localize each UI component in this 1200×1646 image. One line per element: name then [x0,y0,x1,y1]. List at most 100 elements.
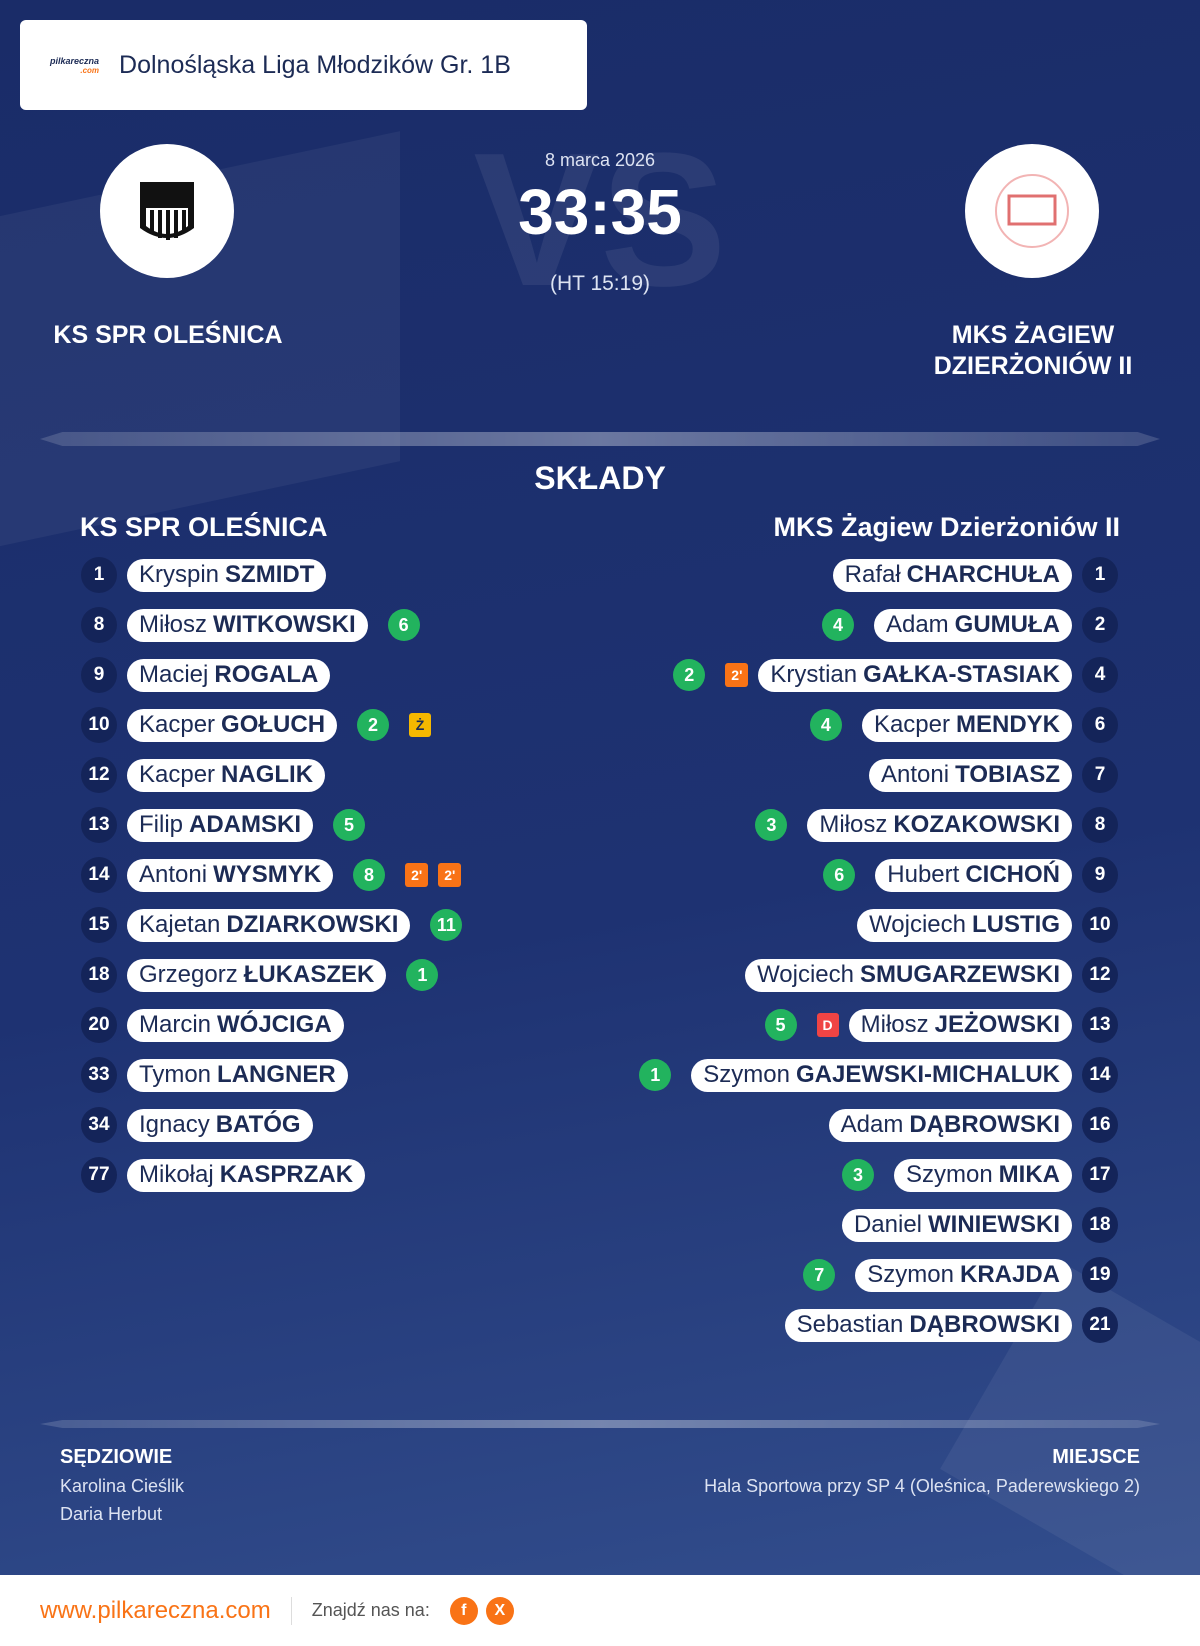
first-name: Sebastian [796,1311,904,1338]
player-number: 12 [81,757,117,793]
last-name: WÓJCIGA [217,1011,332,1038]
player-row: 9 Hubert CICHOŃ 6 [813,857,1118,893]
player-name: Rafał CHARCHUŁA [832,558,1072,592]
player-row: 16 Adam DĄBROWSKI [828,1107,1118,1143]
player-number: 20 [81,1007,117,1043]
last-name: DĄBROWSKI [909,1311,1060,1338]
last-name: ADAMSKI [189,811,302,838]
player-name: Filip ADAMSKI [127,808,314,842]
last-name: CICHOŃ [965,861,1060,888]
goals-badge: 1 [639,1059,672,1091]
last-name: GUMUŁA [954,611,1060,638]
last-name: DZIARKOWSKI [226,911,399,938]
logo-sub: .com [80,65,100,75]
player-name: Sebastian DĄBROWSKI [784,1308,1072,1342]
league-card: pilkareczna .com Dolnośląska Liga Młodzik… [20,20,587,110]
player-row: 18 Grzegorz ŁUKASZEK 1 [81,957,448,993]
player-name: Wojciech SMUGARZEWSKI [745,958,1072,992]
player-row: 14 Szymon GAJEWSKI-MICHALUK 1 [629,1057,1118,1093]
goals-badge: 3 [755,809,788,841]
last-name: KASPRZAK [219,1161,354,1188]
player-number: 8 [81,607,117,643]
player-row: 1 Rafał CHARCHUŁA [832,557,1118,593]
away-logo [965,144,1099,278]
penalty-badge: 2' [405,863,429,887]
player-row: 12 Kacper NAGLIK [81,757,326,793]
website-link[interactable]: www.pilkareczna.com [40,1596,292,1625]
player-number: 9 [1082,857,1118,893]
social-label: Znajdź nas na: [311,1600,430,1620]
goals-badge: 11 [430,909,463,941]
goals-badge: 4 [821,609,854,641]
goals-badge: 4 [809,709,842,741]
player-row: 15 Kajetan DZIARKOWSKI 11 [81,907,472,943]
facebook-link[interactable]: f [449,1596,478,1625]
divider [40,1420,1160,1428]
player-number: 33 [81,1057,117,1093]
venue-label: MIEJSCE [1052,1446,1140,1468]
last-name: CHARCHUŁA [906,561,1060,588]
player-number: 77 [81,1157,117,1193]
player-row: 1 Kryspin SZMIDT [81,557,327,593]
last-name: ŁUKASZEK [243,961,375,988]
first-name: Mikołaj [139,1161,214,1188]
first-name: Adam [885,611,949,638]
player-number: 13 [1082,1007,1118,1043]
first-name: Kryspin [139,561,220,588]
player-row: 8 Miłosz KOZAKOWSKI 3 [745,807,1118,843]
section-title: SKŁADY [534,460,666,496]
last-name: SMUGARZEWSKI [860,961,1060,988]
last-name: LANGNER [217,1061,336,1088]
vs-watermark: VS [473,114,727,326]
player-row: 10 Kacper GOŁUCH 2 Ż [81,707,432,743]
goals-badge: 6 [387,609,420,641]
player-number: 14 [1082,1057,1118,1093]
player-number: 17 [1082,1157,1118,1193]
player-name: Krystian GAŁKA-STASIAK [758,658,1072,692]
player-name: Szymon MIKA [893,1158,1072,1192]
match-date: 8 marca 2026 [544,150,656,170]
last-name: GAŁKA-STASIAK [863,661,1060,688]
player-number: 8 [1082,807,1118,843]
first-name: Miłosz [139,611,208,638]
last-name: WINIEWSKI [928,1211,1060,1238]
first-name: Wojciech [869,911,966,938]
first-name: Szymon [703,1061,790,1088]
player-name: Miłosz JEŻOWSKI [848,1008,1072,1042]
player-row: 10 Wojciech LUSTIG [857,907,1118,943]
player-name: Szymon GAJEWSKI-MICHALUK [691,1058,1072,1092]
player-number: 9 [81,657,117,693]
last-name: NAGLIK [221,761,314,788]
last-name: LUSTIG [972,911,1060,938]
first-name: Hubert [887,861,960,888]
first-name: Wojciech [757,961,854,988]
crest [140,182,194,240]
player-row: 9 Maciej ROGALA [81,657,331,693]
goals-badge: 5 [764,1009,797,1041]
first-name: Kajetan [139,911,221,938]
player-row: 19 Szymon KRAJDA 7 [793,1257,1118,1293]
player-number: 34 [81,1107,117,1143]
first-name: Kacper [139,711,216,738]
player-row: 12 Wojciech SMUGARZEWSKI [745,957,1118,993]
player-number: 18 [81,957,117,993]
player-name: Antoni TOBIASZ [869,758,1072,792]
player-number: 1 [1082,557,1118,593]
goals-badge: 6 [823,859,856,891]
first-name: Szymon [905,1161,993,1188]
first-name: Antoni [139,861,208,888]
crest [995,174,1069,248]
player-row: 6 Kacper MENDYK 4 [800,707,1118,743]
first-name: Adam [840,1111,904,1138]
first-name: Tymon [139,1061,212,1088]
last-name: WITKOWSKI [213,611,356,638]
last-name: SZMIDT [225,561,315,588]
first-name: Kacper [139,761,216,788]
player-name: Miłosz WITKOWSKI [127,608,368,642]
x-link[interactable]: X [485,1596,514,1625]
goals-badge: 2 [673,659,706,691]
referees-label: SĘDZIOWIE [60,1446,173,1468]
player-name: Antoni WYSMYK [127,858,334,892]
last-name: KRAJDA [959,1261,1060,1288]
last-name: DĄBROWSKI [909,1111,1060,1138]
